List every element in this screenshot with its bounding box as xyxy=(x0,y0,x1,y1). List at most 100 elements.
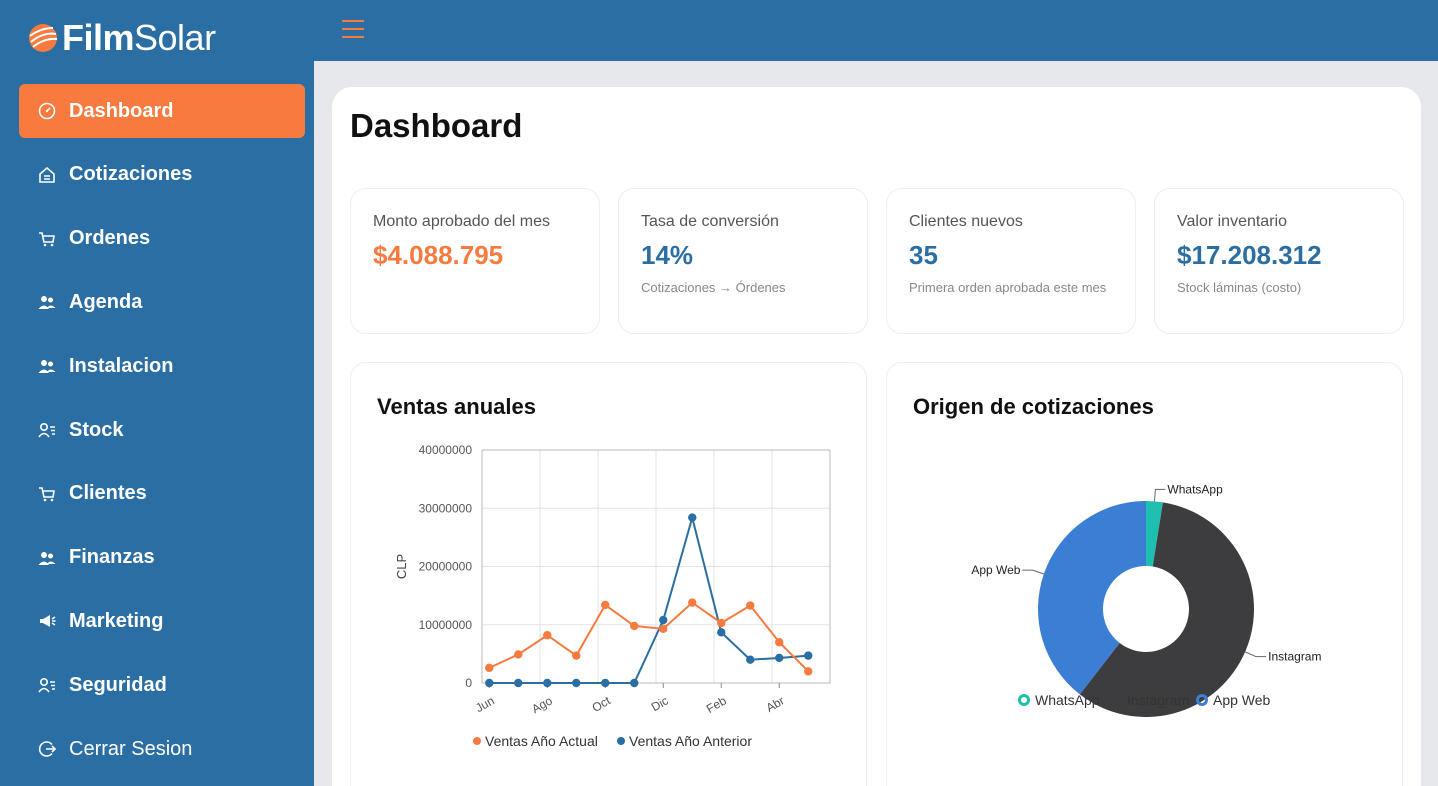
dashboard-gauge-icon xyxy=(38,102,56,120)
sidebar-item-label: Seguridad xyxy=(69,673,167,696)
users-icon xyxy=(38,357,56,375)
sidebar-item-seguridad[interactable]: Seguridad xyxy=(19,658,305,712)
kpi-label: Monto aprobado del mes xyxy=(373,213,550,230)
users-icon xyxy=(38,549,56,567)
sun-logo-icon xyxy=(29,24,58,52)
document-house-icon xyxy=(38,166,56,184)
series-line xyxy=(489,513,809,684)
pie-callout-line xyxy=(1022,569,1044,575)
kpi-label: Clientes nuevos xyxy=(909,213,1023,230)
origin-chart-card: Origen de cotizaciones WhatsApp Instagram… xyxy=(886,362,1403,786)
origin-chart-title: Origen de cotizaciones xyxy=(913,394,1154,419)
brand-name: FilmSolar xyxy=(62,17,216,58)
data-point xyxy=(688,598,697,607)
logout-icon xyxy=(38,740,56,758)
megaphone-icon xyxy=(38,612,56,630)
y-axis-label: CLP xyxy=(394,554,409,579)
data-point xyxy=(514,678,523,688)
pie-label: App Web xyxy=(971,563,1020,577)
user-list-icon xyxy=(38,421,56,439)
pie-callout-line xyxy=(1153,488,1166,502)
data-point xyxy=(514,650,523,659)
legend-marker xyxy=(617,737,625,745)
x-tick-label: Feb xyxy=(704,693,729,716)
pie-slice xyxy=(1146,501,1163,567)
sidebar-item-dashboard[interactable]: Dashboard xyxy=(19,84,305,138)
data-point xyxy=(775,638,784,647)
data-point xyxy=(543,631,552,640)
kpi-card: Tasa de conversión 14% Cotizaciones → Ór… xyxy=(618,188,868,334)
sidebar-item-label: Cotizaciones xyxy=(69,163,193,186)
sidebar-item-marketing[interactable]: Marketing xyxy=(19,594,305,648)
data-point xyxy=(572,678,581,688)
pie-label: WhatsApp xyxy=(1167,482,1223,496)
menu-toggle-icon[interactable] xyxy=(342,20,364,40)
sidebar-item-clientes[interactable]: Clientes xyxy=(19,467,305,521)
sidebar-item-label: Agenda xyxy=(69,290,143,313)
pie-slice xyxy=(1079,502,1254,717)
data-point xyxy=(630,621,639,631)
kpi-subtext: Stock láminas (costo) xyxy=(1177,280,1302,295)
data-point xyxy=(746,601,755,610)
brand-logo[interactable]: FilmSolar xyxy=(27,17,216,58)
sidebar-item-ordenes[interactable]: Ordenes xyxy=(19,212,305,266)
x-tick-label: Ago xyxy=(529,693,555,716)
legend-marker xyxy=(1110,694,1122,706)
sidebar-item-agenda[interactable]: Agenda xyxy=(19,275,305,329)
cart-icon xyxy=(38,230,56,248)
x-tick-label: Dic xyxy=(649,693,671,714)
sidebar-item-instalacion[interactable]: Instalacion xyxy=(19,339,305,393)
y-tick-label: 10000000 xyxy=(419,618,473,632)
sidebar-item-label: Ordenes xyxy=(69,227,151,250)
data-point xyxy=(601,600,610,610)
kpi-card: Monto aprobado del mes $4.088.795 xyxy=(350,188,600,334)
kpi-subtext: Primera orden aprobada este mes xyxy=(909,280,1107,295)
y-tick-label: 30000000 xyxy=(419,501,473,515)
x-tick-label: Oct xyxy=(590,693,614,715)
data-point xyxy=(485,678,494,688)
user-list-icon xyxy=(38,676,56,694)
sidebar-item-label: Finanzas xyxy=(69,546,155,569)
main-panel: Dashboard Monto aprobado del mes $4.088.… xyxy=(332,87,1421,786)
sidebar-item-label: Dashboard xyxy=(69,99,174,122)
sidebar-item-label: Instalacion xyxy=(69,354,174,377)
pie-slice xyxy=(1038,501,1146,695)
data-point xyxy=(746,655,755,664)
sidebar-item-label: Clientes xyxy=(69,482,147,505)
legend-marker xyxy=(473,737,481,745)
y-tick-label: 20000000 xyxy=(419,560,473,574)
kpi-value: $17.208.312 xyxy=(1177,240,1322,270)
sidebar-item-cerrar-sesion[interactable]: Cerrar Sesion xyxy=(19,722,305,776)
x-tick-label: Jun xyxy=(473,693,497,715)
data-point xyxy=(543,678,552,688)
sidebar-item-stock[interactable]: Stock xyxy=(19,403,305,457)
data-point xyxy=(688,513,697,522)
series-line xyxy=(488,601,809,673)
pie-callout-line xyxy=(1244,651,1267,658)
sidebar-item-label: Cerrar Sesion xyxy=(69,737,193,760)
y-tick-label: 40000000 xyxy=(419,443,473,457)
sidebar-item-label: Marketing xyxy=(69,609,164,632)
kpi-value: 35 xyxy=(909,240,938,270)
data-point xyxy=(630,678,639,688)
sales-line-chart: 0 10000000 20000000 30000000 40000000 Jun Ago O… xyxy=(394,443,831,749)
users-icon xyxy=(38,293,56,311)
topbar xyxy=(314,0,1438,61)
data-point xyxy=(717,618,726,628)
page-title: Dashboard xyxy=(350,107,523,144)
sidebar: FilmSolar Dashboard Cotizaciones Ordenes Ag… xyxy=(0,0,314,786)
legend-label: WhatsApp xyxy=(1035,692,1100,708)
data-point xyxy=(485,663,494,673)
legend-label: App Web xyxy=(1213,692,1271,708)
kpi-card: Clientes nuevos 35 Primera orden aprobad… xyxy=(886,188,1136,334)
data-point xyxy=(775,653,784,663)
chart-grid xyxy=(481,449,831,684)
y-tick-label: 0 xyxy=(465,676,472,690)
x-tick-label: Abr xyxy=(764,693,787,714)
legend-label: Ventas Año Actual xyxy=(485,733,598,749)
sidebar-item-finanzas[interactable]: Finanzas xyxy=(19,531,305,585)
sidebar-item-cotizaciones[interactable]: Cotizaciones xyxy=(19,148,305,202)
kpi-subtext: Cotizaciones → Órdenes xyxy=(641,280,786,295)
legend-marker xyxy=(1196,694,1208,706)
sidebar-item-label: Stock xyxy=(69,418,124,441)
